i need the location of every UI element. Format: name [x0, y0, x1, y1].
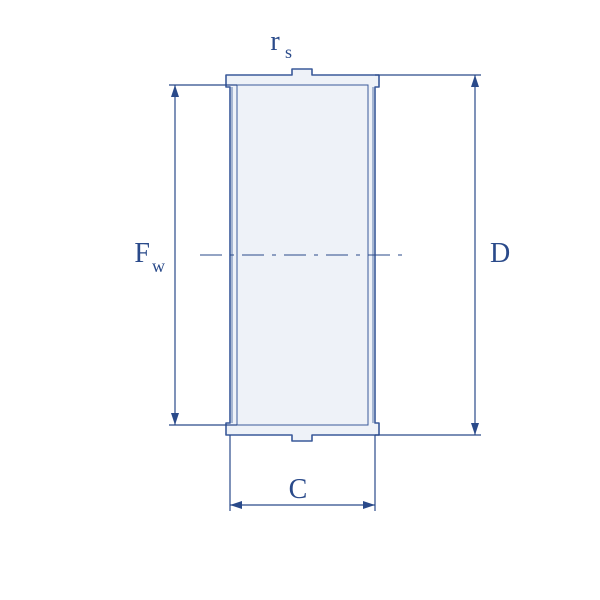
label-D: D: [490, 238, 510, 269]
label-rs-sub: s: [285, 42, 292, 62]
label-Fw: F: [134, 238, 150, 269]
label-Fw-sub: w: [152, 256, 165, 276]
label-rs: r: [270, 26, 280, 57]
label-C: C: [289, 474, 308, 505]
bearing-diagram: Fw D Crs: [0, 0, 600, 600]
